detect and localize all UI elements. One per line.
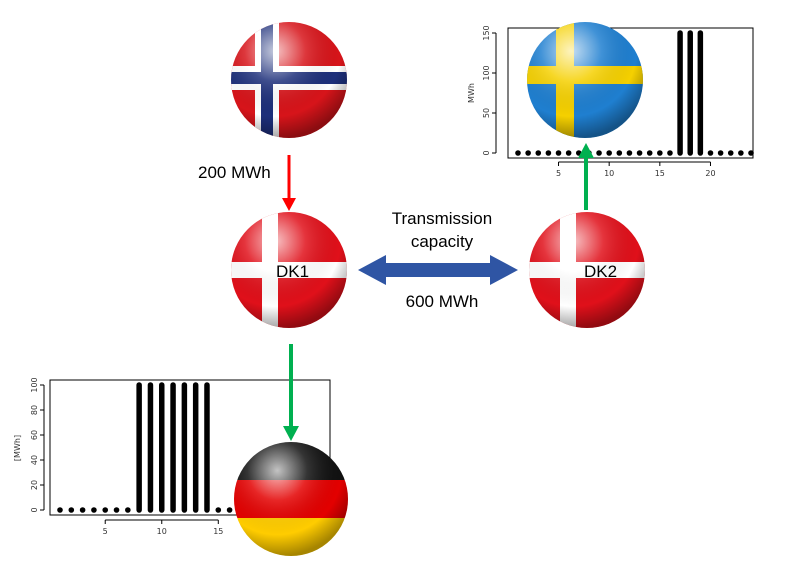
y-axis-label: [MWh] [13,435,22,461]
y-axis-label: MWh [467,83,476,103]
x-axis: 5 10 15 20 [556,161,716,178]
bar-point [113,507,120,513]
y-tick-label: 20 [30,480,39,490]
bar-point [717,150,724,156]
bar-point [727,150,734,156]
bar-point [555,150,562,156]
bar-point [626,150,633,156]
transmission-title-line1: Transmission [391,209,493,228]
x-tick-label: 15 [213,527,223,536]
bar-point [606,150,612,156]
bar-point [57,507,63,513]
germany-load-chart: 0 20 40 60 80 100 5 10 15 [MWh] [13,377,331,536]
bar-point [667,150,673,156]
norway-flow-label: 200 MWh [198,163,271,182]
bar-point [545,150,552,156]
y-tick-label: 80 [30,405,39,415]
bar-point [226,507,233,513]
bar-point [596,150,602,156]
x-tick-label: 20 [705,169,715,178]
bar-point [616,150,623,156]
y-tick-label: 150 [482,25,491,40]
bar-point [125,507,131,513]
dk1-to-germany-arrow [283,344,299,441]
x-tick-label: 10 [157,527,167,536]
y-tick-label: 0 [30,507,39,512]
y-tick-label: 60 [30,430,39,440]
bar-point [565,150,572,156]
bar-point [79,507,86,513]
y-tick-label: 50 [482,108,491,118]
bar-point [636,150,643,156]
bar-point [646,150,653,156]
y-tick-label: 40 [30,455,39,465]
bar-point [707,150,714,156]
x-tick-label: 10 [604,169,614,178]
bar-point [748,150,754,156]
bar-point [657,150,663,156]
norway-to-dk1-arrow [282,155,296,211]
bar-point [515,150,521,156]
x-tick-label: 15 [655,169,665,178]
dk1-flag-icon [231,212,347,328]
sweden-load-chart: 0 50 100 150 5 10 15 20 MWh [467,25,754,178]
bar-point [102,507,109,513]
bar-point [525,150,531,156]
chart-frame [507,27,754,159]
bar-point [215,507,222,513]
bar-point [535,150,542,156]
y-tick-label: 100 [30,377,39,392]
x-tick-label: 5 [556,169,561,178]
y-tick-label: 0 [482,150,491,155]
y-axis: 0 50 100 150 [482,25,497,156]
x-tick-label: 5 [103,527,108,536]
y-axis: 0 20 40 60 80 100 [30,377,45,513]
bars [57,382,323,513]
bar-point [68,507,75,513]
transmission-capacity-label: 600 MWh [405,292,479,311]
dk2-flag-icon [529,212,645,328]
dk2-label: DK2 [584,262,618,281]
norway-flag-icon [231,22,347,138]
sweden-flag-icon [527,22,643,138]
dk2-to-sweden-arrow [578,143,594,210]
bar-point [738,150,744,156]
transmission-title-line2: capacity [410,232,474,251]
bar-point [91,507,97,513]
germany-flag-icon [234,442,348,556]
x-axis: 5 10 15 [103,519,223,536]
y-tick-label: 100 [482,65,491,80]
bars [515,30,754,156]
dk1-label: DK1 [276,262,310,281]
chart-frame [49,379,331,516]
transmission-double-arrow [358,255,518,285]
